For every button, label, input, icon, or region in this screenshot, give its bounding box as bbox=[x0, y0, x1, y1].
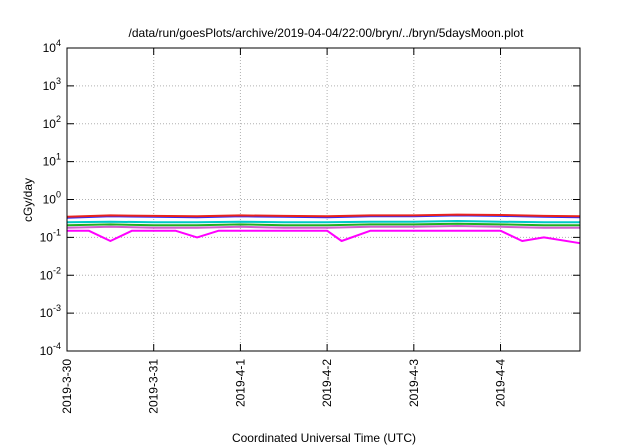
y-tick-exponent: -4 bbox=[53, 341, 61, 351]
y-tick-label: 10-3 bbox=[40, 303, 61, 320]
y-tick-exponent: 2 bbox=[56, 114, 61, 124]
y-tick-base: 10 bbox=[43, 193, 57, 207]
series-line-5 bbox=[66, 225, 580, 229]
series-line-6 bbox=[67, 229, 581, 245]
y-tick-label: 104 bbox=[43, 38, 61, 55]
y-tick-label: 10-4 bbox=[40, 341, 61, 358]
x-tick-label: 2019-4-4 bbox=[494, 359, 508, 407]
series-layer bbox=[66, 213, 581, 245]
y-tick-label: 100 bbox=[43, 190, 61, 207]
y-tick-exponent: 4 bbox=[56, 38, 61, 48]
y-axis-label: cGy/day bbox=[21, 178, 35, 222]
y-tick-label: 10-2 bbox=[40, 265, 61, 282]
y-tick-base: 10 bbox=[43, 41, 57, 55]
y-tick-exponent: -3 bbox=[53, 303, 61, 313]
y-tick-label: 103 bbox=[43, 76, 61, 93]
chart-title: /data/run/goesPlots/archive/2019-04-04/2… bbox=[129, 26, 525, 40]
y-tick-exponent: 0 bbox=[56, 190, 61, 200]
y-tick-base: 10 bbox=[43, 155, 57, 169]
x-tick-label: 2019-3-31 bbox=[147, 359, 161, 414]
y-tick-base: 10 bbox=[40, 230, 54, 244]
series-line-4 bbox=[66, 222, 580, 227]
x-tick-label: 2019-4-1 bbox=[233, 359, 247, 407]
y-tick-label: 102 bbox=[43, 114, 61, 131]
y-tick-base: 10 bbox=[40, 344, 54, 358]
x-tick-label: 2019-4-3 bbox=[407, 359, 421, 407]
x-tick-label: 2019-4-2 bbox=[320, 359, 334, 407]
x-axis-label: Coordinated Universal Time (UTC) bbox=[232, 431, 416, 445]
y-tick-exponent: -1 bbox=[53, 227, 61, 237]
y-tick-label: 101 bbox=[43, 152, 61, 169]
y-tick-exponent: 3 bbox=[56, 76, 61, 86]
y-tick-base: 10 bbox=[43, 117, 57, 131]
x-tick-label: 2019-3-30 bbox=[60, 359, 74, 414]
x-axis: 2019-3-30 2019-3-31 2019-4-1 2019-4-2 2019-4… bbox=[60, 48, 508, 414]
y-tick-label: 10-1 bbox=[40, 227, 61, 244]
y-tick-exponent: 1 bbox=[56, 152, 61, 162]
series-line-3 bbox=[66, 220, 580, 224]
y-tick-exponent: -2 bbox=[53, 265, 61, 275]
y-tick-base: 10 bbox=[40, 268, 54, 282]
series-line-2 bbox=[66, 213, 581, 218]
grid bbox=[67, 48, 580, 351]
y-tick-base: 10 bbox=[40, 306, 54, 320]
y-tick-base: 10 bbox=[43, 79, 57, 93]
